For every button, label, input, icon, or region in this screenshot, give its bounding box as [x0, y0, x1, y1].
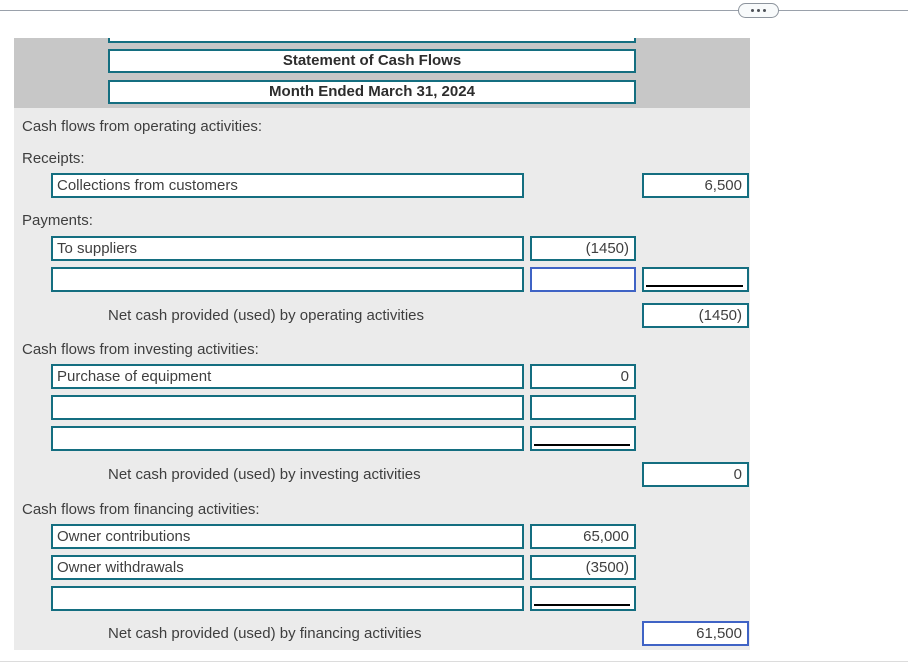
purchase-of-equipment-row: Purchase of equipment 0: [14, 364, 750, 389]
financing-section-heading: Cash flows from financing activities:: [22, 501, 260, 518]
net-operating-label: Net cash provided (used) by operating ac…: [108, 307, 424, 324]
operating-blank-amount-mid-input[interactable]: [530, 267, 636, 292]
investing-blank-row-1: [14, 395, 750, 420]
owner-withdrawals-row: Owner withdrawals (3500): [14, 555, 750, 580]
net-financing-row: Net cash provided (used) by financing ac…: [14, 621, 750, 646]
collections-row: Collections from customers 6,500: [14, 173, 750, 198]
collections-amount-input[interactable]: 6,500: [642, 173, 749, 198]
operating-section-heading: Cash flows from operating activities:: [22, 118, 263, 135]
operating-blank-description-input[interactable]: [51, 267, 524, 292]
investing-section-heading: Cash flows from investing activities:: [22, 341, 259, 358]
financing-blank-description-input[interactable]: [51, 586, 524, 611]
top-divider: [0, 10, 908, 11]
statement-body: Cash flows from operating activities: Re…: [14, 108, 750, 650]
statement-title-box[interactable]: Statement of Cash Flows: [108, 49, 636, 73]
purchase-of-equipment-amount-input[interactable]: 0: [530, 364, 636, 389]
receipts-heading: Receipts:: [22, 150, 85, 167]
investing-blank2-description-input[interactable]: [51, 426, 524, 451]
net-investing-label: Net cash provided (used) by investing ac…: [108, 466, 421, 483]
operating-subtotal-input[interactable]: [642, 267, 749, 292]
net-financing-amount-input[interactable]: 61,500: [642, 621, 749, 646]
sum-underline: [534, 444, 630, 446]
owner-withdrawals-description-input[interactable]: Owner withdrawals: [51, 555, 524, 580]
financing-blank-row: [14, 586, 750, 611]
collections-description-input[interactable]: Collections from customers: [51, 173, 524, 198]
net-operating-amount-input[interactable]: (1450): [642, 303, 749, 328]
purchase-of-equipment-description-input[interactable]: Purchase of equipment: [51, 364, 524, 389]
statement-header-banner: Statement of Cash Flows Month Ended Marc…: [14, 38, 750, 108]
operating-blank-row: [14, 267, 750, 292]
ellipsis-icon: [757, 9, 760, 12]
owner-contributions-amount-input[interactable]: 65,000: [530, 524, 636, 549]
net-investing-row: Net cash provided (used) by investing ac…: [14, 462, 750, 487]
investing-subtotal-input[interactable]: [530, 426, 636, 451]
ellipsis-icon: [763, 9, 766, 12]
net-financing-label: Net cash provided (used) by financing ac…: [108, 625, 422, 642]
sum-underline: [534, 604, 630, 606]
net-operating-row: Net cash provided (used) by operating ac…: [14, 303, 750, 328]
net-investing-amount-input[interactable]: 0: [642, 462, 749, 487]
investing-blank1-amount-input[interactable]: [530, 395, 636, 420]
sum-underline: [646, 285, 743, 287]
investing-blank-row-2: [14, 426, 750, 451]
owner-contributions-row: Owner contributions 65,000: [14, 524, 750, 549]
bottom-divider: [0, 661, 908, 662]
statement-worksheet: Statement of Cash Flows Month Ended Marc…: [14, 38, 750, 650]
to-suppliers-amount-input[interactable]: (1450): [530, 236, 636, 261]
more-options-button[interactable]: [738, 3, 779, 18]
owner-contributions-description-input[interactable]: Owner contributions: [51, 524, 524, 549]
financing-subtotal-input[interactable]: [530, 586, 636, 611]
payments-heading: Payments:: [22, 212, 93, 229]
owner-withdrawals-amount-input[interactable]: (3500): [530, 555, 636, 580]
statement-period-box[interactable]: Month Ended March 31, 2024: [108, 80, 636, 104]
to-suppliers-description-input[interactable]: To suppliers: [51, 236, 524, 261]
company-name-box[interactable]: [108, 38, 636, 43]
ellipsis-icon: [751, 9, 754, 12]
investing-blank1-description-input[interactable]: [51, 395, 524, 420]
to-suppliers-row: To suppliers (1450): [14, 236, 750, 261]
